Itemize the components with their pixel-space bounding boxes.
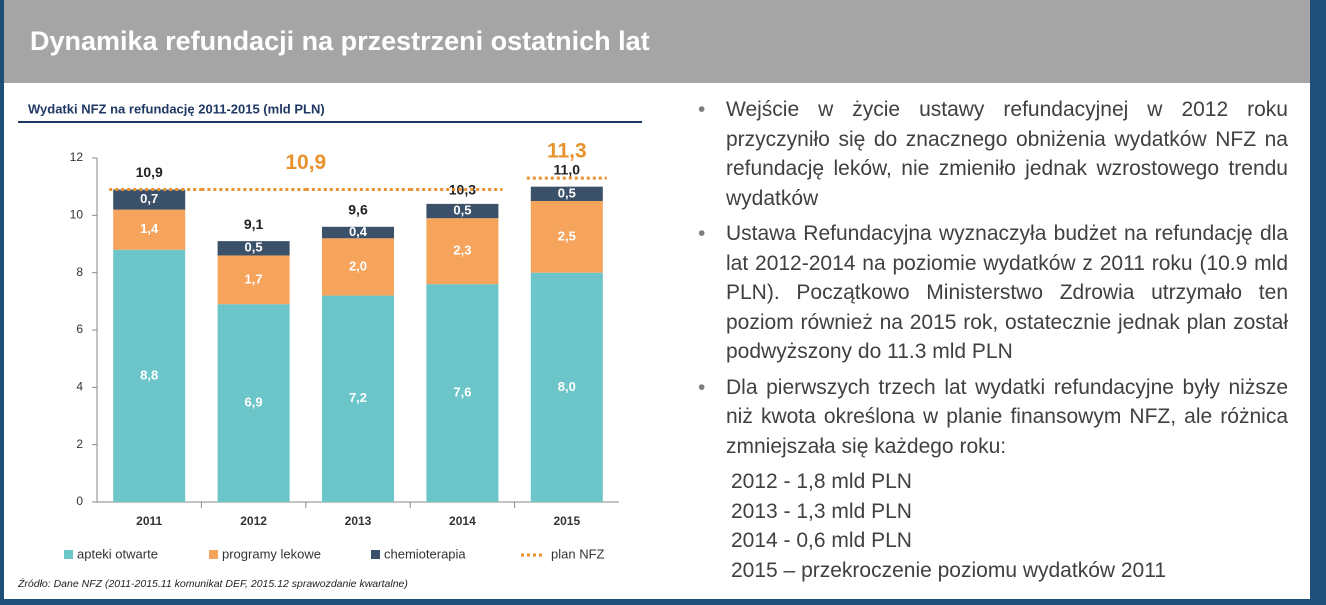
value-label: 1,4 [140,221,159,236]
bar-segment [113,249,186,502]
legend-label: apteki otwarte [77,546,158,561]
chart-title: Wydatki NFZ na refundację 2011-2015 (mld… [28,101,325,116]
value-label: 0,4 [349,224,368,239]
difference-line: 2013 - 1,3 mld PLN [731,499,912,523]
bar-segment [530,201,603,273]
value-label: 0,7 [140,191,158,206]
y-tick-label: 8 [76,265,83,279]
value-label: 0,5 [558,185,576,200]
bullet: Dla pierwszych trzech lat wydatki refund… [698,373,1288,462]
x-tick-label: 2013 [345,514,372,528]
x-tick-label: 2014 [449,514,476,528]
difference-line: 2014 - 0,6 mld PLN [731,529,912,552]
total-label: 10,9 [136,164,163,180]
bullet-list: Wejście w życie ustawy refundacyjnej w 2… [698,95,1288,461]
bar-segment [426,203,499,219]
value-label: 2,3 [453,243,471,258]
legend-label: plan NFZ [551,546,605,561]
total-label: 11,0 [554,161,581,177]
bar-segment [322,238,394,296]
bar-segment [217,241,290,256]
value-label: 0,5 [453,202,471,217]
value-label: 2,0 [349,258,367,273]
total-label: 9,6 [348,202,368,218]
bar-segment [426,284,499,502]
value-label: 1,7 [245,271,263,286]
legend-swatch [371,550,380,559]
difference-line: 2012 - 1,8 mld PLN [731,470,912,493]
bar-segment [322,295,394,502]
bar-segment [426,218,499,285]
bullet: Ustawa Refundacyjna wyznaczyła budżet na… [698,219,1288,367]
legend-swatch [209,550,218,559]
plan-label: 10,9 [285,151,326,174]
y-tick-label: 0 [76,494,83,508]
bar-segment [217,304,290,502]
legend-label: programy lekowe [222,546,321,561]
y-tick-label: 6 [76,322,83,336]
value-label: 7,2 [349,390,367,405]
value-label: 6,9 [245,395,263,410]
y-tick-label: 12 [70,150,84,164]
x-tick-label: 2015 [553,514,580,528]
total-label: 9,1 [244,216,264,232]
y-tick-label: 4 [76,380,83,394]
difference-line: 2015 – przekroczenie poziomu wydatków 20… [731,558,1167,582]
bar-segment [530,186,603,201]
y-tick-label: 10 [70,208,84,222]
bar-segment [322,226,394,239]
bar-segment [217,255,290,305]
slide-body: Dynamika refundacji na przestrzeni ostat… [4,0,1310,599]
y-tick-label: 2 [76,437,83,451]
header: Dynamika refundacji na przestrzeni ostat… [4,0,1310,83]
value-label: 2,5 [558,228,576,243]
legend-label: chemioterapia [384,546,466,561]
plan-label: 11,3 [547,140,587,163]
value-label: 7,6 [453,385,471,400]
value-label: 0,5 [245,240,263,255]
x-tick-label: 2012 [240,514,267,528]
slide-title: Dynamika refundacji na przestrzeni ostat… [30,26,650,56]
total-label: 10,3 [449,181,476,197]
text-panel: Wejście w życie ustawy refundacyjnej w 2… [698,95,1288,585]
legend-swatch [64,550,73,559]
x-tick-label: 2011 [136,514,162,528]
bullet: Wejście w życie ustawy refundacyjnej w 2… [698,95,1288,213]
difference-list: 2012 - 1,8 mld PLN 2013 - 1,3 mld PLN 2014… [731,467,1288,585]
value-label: 8,0 [558,379,576,394]
bar-segment [530,272,603,502]
value-label: 8,8 [140,367,158,382]
bar-segment [113,209,186,250]
source-note: Źródło: Dane NFZ (2011-2015.11 komunikat… [17,577,408,590]
chart: Wydatki NFZ na refundację 2011-2015 (mld… [17,101,642,590]
bar-segment [113,189,186,210]
